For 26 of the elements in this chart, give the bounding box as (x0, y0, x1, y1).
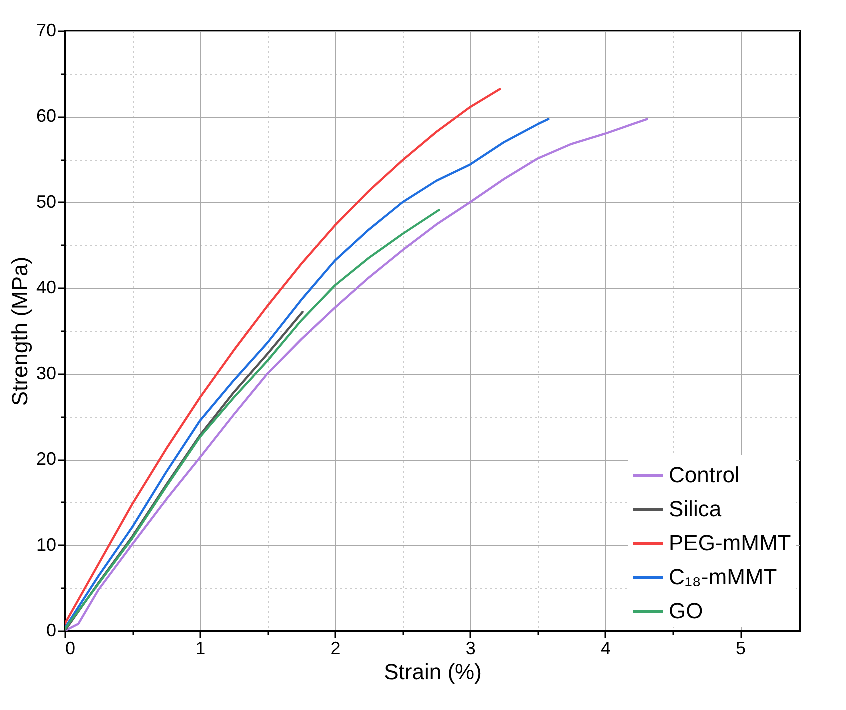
legend-label: PEG-mMMT (669, 530, 792, 556)
line-series (65, 311, 304, 631)
legend-label: C₁₈-mMMT (669, 564, 778, 590)
y-tick-label: 70 (36, 20, 56, 40)
y-tick-label: 30 (36, 363, 56, 384)
line-series (65, 88, 502, 626)
x-axis-title: Strain (%) (384, 660, 482, 684)
line-series (65, 118, 648, 631)
legend-label: Silica (669, 496, 722, 522)
x-tick-label: 3 (466, 638, 476, 658)
y-tick-label: 50 (36, 192, 56, 212)
y-tick-label: 20 (36, 449, 56, 470)
legend-label: Control (669, 462, 740, 488)
x-tick-label: 0 (66, 638, 76, 658)
x-tick-label: 1 (196, 638, 206, 658)
y-tick-label: 40 (36, 278, 56, 298)
x-tick-label: 4 (600, 638, 611, 658)
y-tick-label: 0 (46, 620, 56, 640)
y-axis-title: Strength (MPa) (7, 256, 32, 406)
x-tick-label: 2 (330, 638, 341, 658)
y-tick-label: 60 (36, 106, 56, 126)
y-tick-label: 10 (36, 534, 56, 555)
line-series (65, 118, 550, 630)
x-tick-label: 5 (736, 638, 746, 658)
legend-label: GO (669, 598, 704, 624)
line-series (65, 209, 440, 630)
